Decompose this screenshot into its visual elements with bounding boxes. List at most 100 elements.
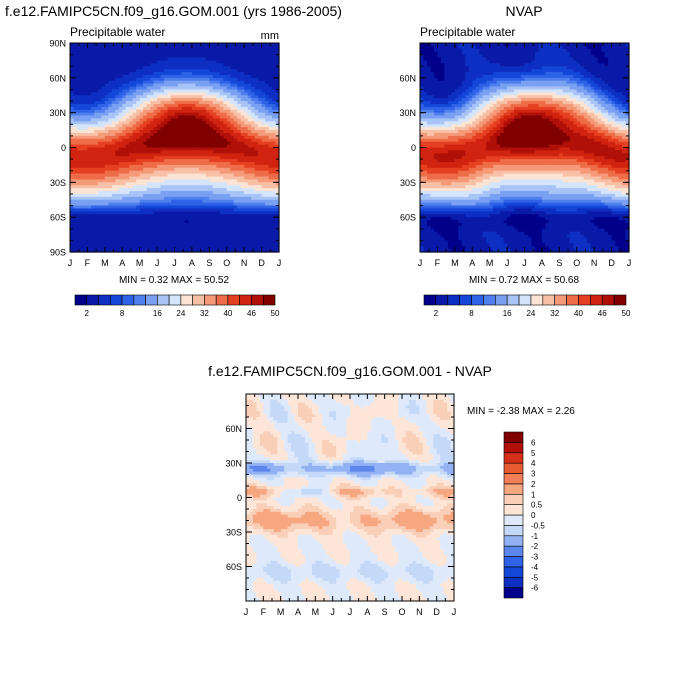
heatmap-cell [108,60,113,64]
heatmap-cell [129,51,134,56]
x-tick-label: M [101,258,109,268]
heatmap-cell [184,57,190,62]
heatmap-cell [244,92,249,96]
heatmap-cell [94,106,99,111]
heatmap-cell [73,83,78,88]
heatmap-cell [240,72,245,76]
heatmap-cell [97,57,102,62]
heatmap-cell [219,66,224,70]
heatmap-cell [97,86,102,91]
model-stats: MIN = 0.32 MAX = 50.52 [119,275,229,286]
heatmap-cell [167,109,172,114]
heatmap-cell [258,60,263,64]
heatmap-cell [265,54,270,59]
heatmap-cell [139,54,144,59]
heatmap-cell [115,106,120,111]
heatmap-cell [198,112,203,117]
heatmap-cell [122,48,127,53]
heatmap-cell [167,54,172,59]
heatmap-cell [272,69,277,73]
heatmap-cell [108,72,113,76]
heatmap-cell [174,57,179,62]
heatmap-cell [125,103,130,108]
heatmap-cell [251,54,256,59]
heatmap-cell [212,66,217,70]
heatmap-cell [230,92,235,96]
heatmap-cell [150,109,155,114]
heatmap-cell [244,80,249,85]
heatmap-cell [233,57,238,62]
heatmap-cell [143,69,148,73]
colorbar-label: 8 [120,309,125,318]
heatmap-cell [171,101,176,105]
heatmap-cell [157,69,162,73]
x-tick-label: S [206,258,212,268]
heatmap-cell [195,66,200,70]
heatmap-cell [76,72,82,76]
heatmap-cell [143,51,148,56]
heatmap-cell [70,101,75,105]
heatmap-cell [195,48,200,53]
heatmap-cell [202,103,207,108]
heatmap-cell [258,74,263,79]
heatmap-cell [139,121,144,125]
heatmap-cell [125,60,130,64]
heatmap-cell [90,57,95,62]
heatmap-cell [70,95,75,99]
heatmap-cell [153,92,158,96]
heatmap-cell [115,101,120,105]
heatmap-cell [111,95,116,99]
heatmap-cell [70,54,75,59]
heatmap-cell [167,60,172,64]
x-tick-label: M [136,258,144,268]
heatmap-cell [198,54,203,59]
heatmap-cell [226,45,231,50]
heatmap-cell [219,51,224,56]
heatmap-cell [174,106,179,111]
heatmap-cell [258,106,263,111]
heatmap-cell [83,57,89,62]
heatmap-cell [101,118,106,122]
heatmap-cell [136,118,141,122]
heatmap-cell [195,95,200,99]
heatmap-cell [153,109,158,114]
heatmap-cell [111,45,116,50]
heatmap-cell [177,115,183,120]
heatmap-cell [247,74,252,79]
heatmap-cell [87,101,92,105]
heatmap-cell [83,63,89,67]
heatmap-cell [244,69,249,73]
heatmap-cell [219,115,224,120]
colorbar-box [86,294,99,306]
heatmap-cell [205,95,210,99]
heatmap-cell [219,57,224,62]
heatmap-cell [202,72,207,76]
heatmap-cell [118,69,123,73]
x-tick-label: J [155,258,160,268]
heatmap-cell [223,57,228,62]
heatmap-cell [209,106,214,111]
heatmap-cell [94,72,99,76]
heatmap-cell [188,112,193,117]
heatmap-cell [258,103,263,108]
heatmap-cell [209,63,214,67]
heatmap-cell [139,92,144,96]
heatmap-cell [198,92,203,96]
heatmap-cell [198,60,203,64]
heatmap-cell [122,121,127,125]
heatmap-cell [258,57,263,62]
heatmap-cell [184,63,190,67]
heatmap-cell [94,83,99,88]
heatmap-cell [171,118,176,122]
heatmap-cell [212,45,217,50]
heatmap-cell [153,106,158,111]
heatmap-cell [237,121,242,125]
heatmap-cell [226,86,231,91]
heatmap-cell [258,98,263,102]
heatmap-cell [90,86,95,91]
heatmap-cell [101,74,106,79]
heatmap-cell [184,115,190,120]
heatmap-cell [244,74,249,79]
heatmap-cell [94,45,99,50]
heatmap-cell [143,60,148,64]
